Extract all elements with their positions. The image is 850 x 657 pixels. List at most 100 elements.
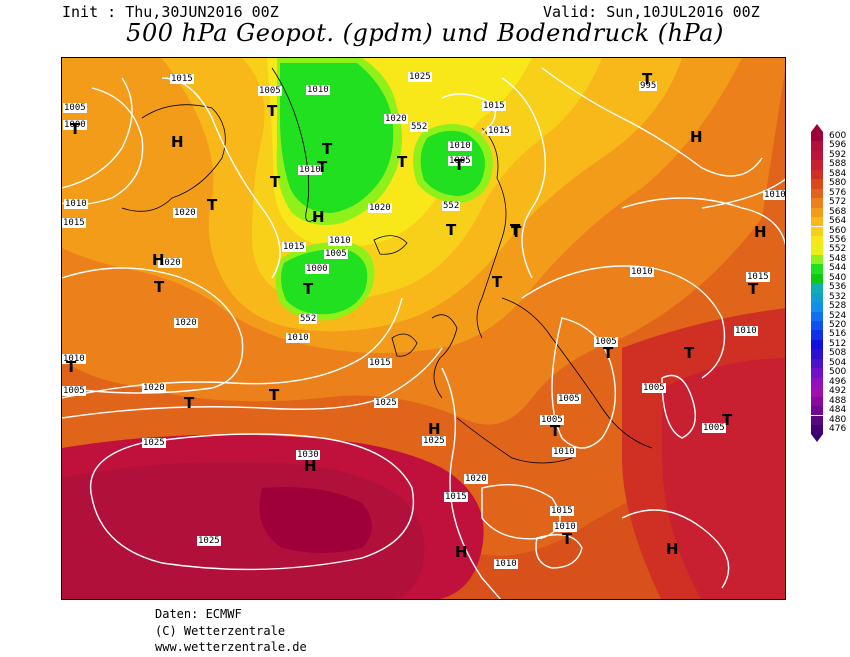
low-symbol: T bbox=[154, 278, 165, 296]
legend-swatch bbox=[811, 188, 823, 199]
legend-swatch bbox=[811, 283, 823, 293]
isobar-label: 1020 bbox=[384, 114, 408, 124]
isobar-label: 1010 bbox=[328, 236, 352, 246]
legend-swatch bbox=[811, 226, 823, 236]
isobar-label: 1010 bbox=[552, 447, 576, 457]
legend-swatch bbox=[811, 217, 823, 227]
isobar-label: 1020 bbox=[158, 258, 182, 268]
legend-swatch bbox=[811, 311, 823, 321]
high-symbol: H bbox=[304, 457, 317, 475]
legend-swatch bbox=[811, 406, 823, 416]
legend-label: 544 bbox=[829, 263, 847, 274]
isobar-label: 552 bbox=[299, 314, 318, 324]
legend-swatch bbox=[811, 415, 823, 425]
low-symbol: H bbox=[690, 128, 703, 146]
isobar-label: 1010 bbox=[763, 190, 786, 200]
high-symbol: H bbox=[455, 543, 468, 561]
legend-swatch bbox=[811, 160, 823, 170]
isobar-label: 1010 bbox=[553, 522, 577, 532]
legend-label: 484 bbox=[829, 405, 847, 416]
legend-label: 584 bbox=[829, 168, 847, 179]
legend-label: 496 bbox=[829, 376, 847, 387]
legend-label: 516 bbox=[829, 329, 847, 340]
isobar-label: 1015 bbox=[746, 272, 770, 282]
isobar-label: 1015 bbox=[482, 101, 506, 111]
isobar-label: 1015 bbox=[368, 358, 392, 368]
isobar-label: 1010 bbox=[494, 559, 518, 569]
legend-label: 528 bbox=[829, 301, 847, 312]
isobar-label: 1020 bbox=[174, 318, 198, 328]
low-symbol: T bbox=[303, 280, 314, 298]
legend-bottom-arrow bbox=[811, 434, 823, 443]
legend-swatch bbox=[811, 273, 823, 284]
isobar-label: 1010 bbox=[306, 85, 330, 95]
legend-label: 536 bbox=[829, 282, 847, 293]
isobar-label: 1015 bbox=[487, 126, 511, 136]
isobar-label: 1010 bbox=[62, 354, 86, 364]
legend-label: 500 bbox=[829, 367, 847, 378]
legend-label: 596 bbox=[829, 140, 847, 151]
legend-label: 600 bbox=[829, 131, 847, 141]
low-symbol: T bbox=[446, 221, 457, 239]
legend-swatch bbox=[811, 321, 823, 331]
isobar-label: 1015 bbox=[550, 506, 574, 516]
legend-swatch bbox=[811, 132, 823, 142]
isobar-label: 1020 bbox=[173, 208, 197, 218]
high-symbol: H bbox=[754, 223, 767, 241]
isobar-label: 1020 bbox=[464, 474, 488, 484]
legend-swatch bbox=[811, 396, 823, 407]
isobar-label: 1005 bbox=[62, 386, 86, 396]
legend-swatch bbox=[811, 245, 823, 255]
weather-map: 1015 1005 1010 1025 995 1000 1020 1015 1… bbox=[61, 57, 786, 600]
low-symbol: T bbox=[454, 156, 465, 174]
chart-title: 500 hPa Geopot. (gpdm) und Bodendruck (h… bbox=[126, 19, 724, 47]
isobar-label: 1005 bbox=[642, 383, 666, 393]
isobar-label: 1015 bbox=[282, 242, 306, 252]
low-symbol: T bbox=[511, 223, 522, 241]
high-symbol: H bbox=[152, 251, 165, 269]
low-symbol: T bbox=[748, 280, 759, 298]
legend-label: 476 bbox=[829, 423, 847, 434]
high-symbol: H bbox=[312, 208, 325, 226]
website-label: www.wetterzentrale.de bbox=[155, 640, 307, 654]
legend-swatch bbox=[811, 330, 823, 340]
legend-swatch bbox=[811, 358, 823, 369]
isobar-label: 1010 bbox=[64, 199, 88, 209]
low-symbol: T bbox=[184, 394, 195, 412]
isobar-label: 1000 bbox=[63, 120, 87, 130]
legend-label: 580 bbox=[829, 178, 847, 189]
low-symbol: T bbox=[510, 221, 521, 239]
low-symbol: T bbox=[317, 158, 328, 176]
isobar-label: 1010 bbox=[630, 267, 654, 277]
legend-swatch bbox=[811, 264, 823, 274]
isobar-label: 1010 bbox=[298, 165, 322, 175]
low-symbol: T bbox=[562, 530, 573, 548]
legend-label: 576 bbox=[829, 187, 847, 198]
legend-label: 532 bbox=[829, 291, 847, 302]
isobar-label: 1015 bbox=[444, 492, 468, 502]
isobar-label: 552 bbox=[410, 122, 429, 132]
legend-swatch bbox=[811, 150, 823, 161]
isobar-label: 1005 bbox=[702, 423, 726, 433]
copyright-label: (C) Wetterzentrale bbox=[155, 624, 286, 638]
isobar-label: 1015 bbox=[62, 218, 86, 228]
data-source-label: Daten: ECMWF bbox=[155, 607, 242, 621]
isobar-label: 1005 bbox=[63, 103, 87, 113]
isobar-label: 1005 bbox=[258, 86, 282, 96]
low-symbol: T bbox=[603, 344, 614, 362]
legend-label: 564 bbox=[829, 216, 847, 227]
legend-top-arrow bbox=[811, 124, 823, 132]
low-symbol: T bbox=[492, 273, 503, 291]
high-symbol: H bbox=[171, 133, 184, 151]
legend-label: 552 bbox=[829, 244, 847, 255]
legend-label: 548 bbox=[829, 253, 847, 264]
high-symbol: H bbox=[666, 540, 679, 558]
low-symbol: T bbox=[322, 140, 333, 158]
legend-swatch bbox=[811, 302, 823, 312]
legend-label: 520 bbox=[829, 320, 847, 330]
isobar-label: 1020 bbox=[368, 203, 392, 213]
legend-label: 556 bbox=[829, 234, 847, 245]
low-symbol: T bbox=[550, 422, 561, 440]
legend-swatch bbox=[811, 368, 823, 378]
legend-label: 568 bbox=[829, 206, 847, 217]
